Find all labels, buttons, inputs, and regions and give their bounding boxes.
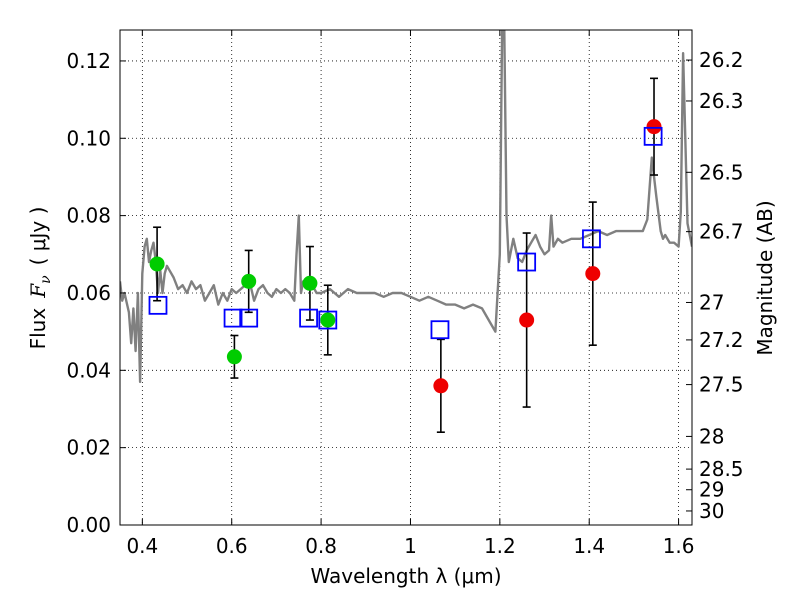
model-point — [643, 126, 663, 146]
green-point — [320, 312, 336, 328]
error-bars — [153, 77, 659, 433]
y-tick-label: 0.04 — [66, 358, 111, 382]
axis-ticks: 0.4 0.6 0.8 1 1.2 1.4 1.6 0.00 0.02 0.04 0.06 0.08 0… — [66, 30, 744, 558]
right-tick-label: 28.5 — [699, 457, 744, 481]
model-point — [148, 295, 168, 315]
green-point — [226, 349, 242, 365]
red-point — [519, 312, 535, 328]
model-point — [517, 252, 537, 272]
x-tick-label: 0.4 — [126, 534, 158, 558]
red-point — [585, 266, 601, 282]
x-axis-label: Wavelength λ (μm) — [310, 564, 501, 588]
right-tick-label: 27 — [699, 290, 724, 314]
spectrum-line — [120, 30, 692, 384]
green-point — [302, 275, 318, 291]
right-tick-label: 26.3 — [699, 89, 744, 113]
y-tick-label: 0.10 — [66, 126, 111, 150]
model-point — [299, 308, 318, 328]
spectrum-series — [120, 30, 692, 384]
model-point — [430, 320, 450, 340]
green-point — [149, 256, 165, 272]
right-tick-label: 26.7 — [699, 220, 744, 244]
grid — [120, 30, 692, 526]
right-tick-label: 26.5 — [699, 160, 744, 184]
x-tick-label: 1.6 — [663, 534, 695, 558]
y-tick-label: 0.06 — [66, 281, 111, 305]
model-point — [582, 229, 601, 249]
x-tick-label: 0.8 — [305, 534, 337, 558]
x-tick-label: 1.2 — [484, 534, 516, 558]
green-point — [241, 273, 257, 289]
y-tick-label: 0.12 — [66, 49, 111, 73]
model-point — [223, 308, 243, 328]
right-tick-label: 29 — [699, 478, 724, 502]
data-points — [148, 119, 663, 394]
y-axis-label-left: Flux Fν ( μJy ) — [26, 207, 54, 350]
y-tick-label: 0.08 — [66, 204, 111, 228]
y-axis-label-units: ( μJy ) — [26, 207, 50, 266]
y-axis-label-prefix: Flux — [26, 308, 50, 350]
x-tick-label: 1.4 — [573, 534, 605, 558]
model-point — [239, 308, 259, 328]
y-axis-label-symbol: F — [26, 283, 50, 299]
model-point — [318, 310, 338, 330]
red-point — [433, 378, 449, 394]
x-tick-label: 0.6 — [216, 534, 248, 558]
right-tick-label: 27.2 — [699, 328, 744, 352]
right-tick-label: 30 — [699, 499, 724, 523]
right-tick-label: 27.5 — [699, 373, 744, 397]
y-axis-label-subscript: ν — [38, 275, 54, 284]
red-point — [646, 119, 662, 135]
y-tick-label: 0.02 — [66, 436, 111, 460]
right-tick-label: 26.2 — [699, 48, 744, 72]
y-tick-label: 0.00 — [66, 513, 111, 537]
x-tick-label: 1 — [404, 534, 417, 558]
plot-frame — [119, 29, 693, 526]
y-axis-label-right: Magnitude (AB) — [753, 200, 777, 355]
right-tick-label: 28 — [699, 424, 724, 448]
